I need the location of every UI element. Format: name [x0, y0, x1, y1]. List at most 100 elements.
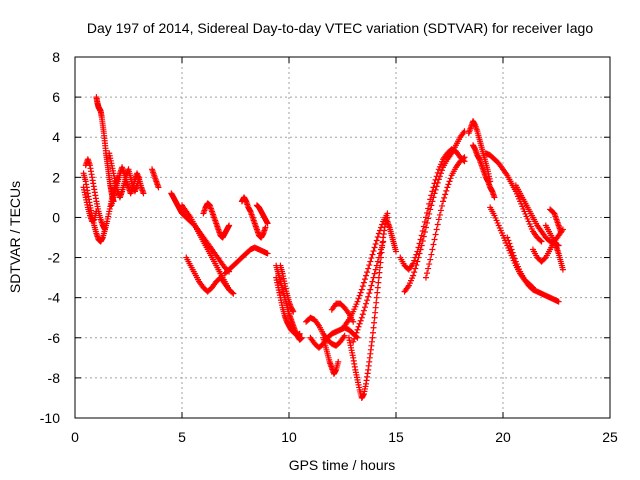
data-point — [374, 233, 381, 240]
data-point — [414, 258, 421, 265]
data-point — [435, 216, 442, 223]
data-point — [412, 265, 419, 272]
data-point — [368, 255, 375, 262]
data-point — [356, 292, 363, 299]
data-point — [507, 243, 514, 250]
data-point — [264, 250, 271, 257]
series-h2 — [401, 128, 468, 295]
data-point — [444, 184, 451, 191]
data-point — [355, 295, 362, 302]
data-point — [378, 246, 385, 253]
series-e3 — [320, 334, 342, 377]
data-point — [417, 246, 424, 253]
series-f2 — [341, 210, 391, 329]
x-tick-labels: 0 5 10 15 20 25 — [71, 429, 618, 445]
series-i9 — [547, 206, 564, 235]
series-e4 — [328, 300, 357, 325]
data-point — [372, 309, 379, 316]
data-point — [433, 183, 440, 190]
x-tick-label: 15 — [388, 429, 404, 445]
data-point — [354, 326, 361, 333]
series-b4 — [200, 200, 233, 241]
data-point — [446, 178, 453, 185]
data-point — [366, 262, 373, 269]
data-point — [380, 238, 387, 245]
data-point — [359, 283, 366, 290]
data-point — [378, 224, 385, 231]
data-point — [538, 238, 545, 245]
data-point — [376, 264, 383, 271]
data-point — [372, 241, 379, 248]
data-point — [425, 265, 432, 272]
data-point — [511, 255, 518, 262]
data-points — [80, 94, 566, 401]
data-point — [371, 319, 378, 326]
series-i1 — [465, 118, 494, 185]
data-point — [428, 202, 435, 209]
y-tick-label: -8 — [48, 370, 61, 386]
data-point — [508, 246, 515, 253]
data-point — [230, 290, 237, 297]
data-point — [427, 256, 434, 263]
data-point — [437, 170, 444, 177]
data-point — [363, 300, 370, 307]
data-point — [447, 175, 454, 182]
series-c2 — [243, 244, 271, 257]
series-i2 — [470, 142, 498, 201]
data-point — [433, 226, 440, 233]
data-point — [422, 274, 429, 281]
data-point — [357, 289, 364, 296]
data-point — [434, 179, 441, 186]
data-point — [356, 320, 363, 327]
data-point — [226, 222, 233, 229]
data-point — [509, 249, 516, 256]
series-f3 — [350, 238, 387, 345]
data-point — [355, 323, 362, 330]
data-point — [424, 270, 431, 277]
chart-title: Day 197 of 2014, Sidereal Day-to-day VTE… — [87, 20, 594, 36]
data-point — [393, 248, 399, 255]
data-point — [418, 242, 425, 249]
data-point — [361, 304, 368, 311]
y-tick-label: -2 — [48, 250, 61, 266]
data-point — [360, 279, 367, 286]
data-point — [358, 286, 365, 293]
data-point — [371, 244, 378, 251]
data-point — [439, 202, 446, 209]
series-d3 — [277, 262, 297, 315]
data-point — [424, 219, 431, 226]
data-point — [431, 190, 438, 197]
data-point — [555, 298, 562, 305]
x-tick-label: 0 — [71, 429, 79, 445]
data-point — [410, 260, 417, 267]
data-point — [368, 282, 375, 289]
data-point — [372, 304, 379, 311]
data-point — [413, 262, 420, 269]
data-point — [443, 187, 450, 194]
data-point — [361, 276, 368, 283]
data-point — [436, 173, 443, 180]
series-a4 — [93, 94, 117, 205]
data-point — [296, 330, 303, 337]
data-point — [439, 167, 446, 174]
data-point — [352, 332, 359, 339]
series-b2 — [179, 202, 233, 293]
series-c1 — [238, 194, 269, 241]
data-point — [358, 314, 365, 321]
data-point — [430, 241, 437, 248]
data-point — [440, 198, 447, 205]
series-b5 — [221, 250, 250, 277]
series-i3 — [482, 150, 545, 245]
data-point — [434, 221, 441, 228]
y-axis-label: SDTVAR / TECUs — [7, 181, 23, 293]
x-axis-label: GPS time / hours — [289, 457, 396, 473]
data-point — [377, 259, 384, 266]
data-point — [140, 190, 147, 197]
data-point — [341, 332, 348, 339]
series-i8 — [542, 222, 566, 273]
data-point — [373, 262, 380, 269]
y-tick-label: -6 — [48, 330, 61, 346]
data-point — [442, 191, 449, 198]
data-point — [359, 311, 366, 318]
data-point — [351, 335, 358, 342]
